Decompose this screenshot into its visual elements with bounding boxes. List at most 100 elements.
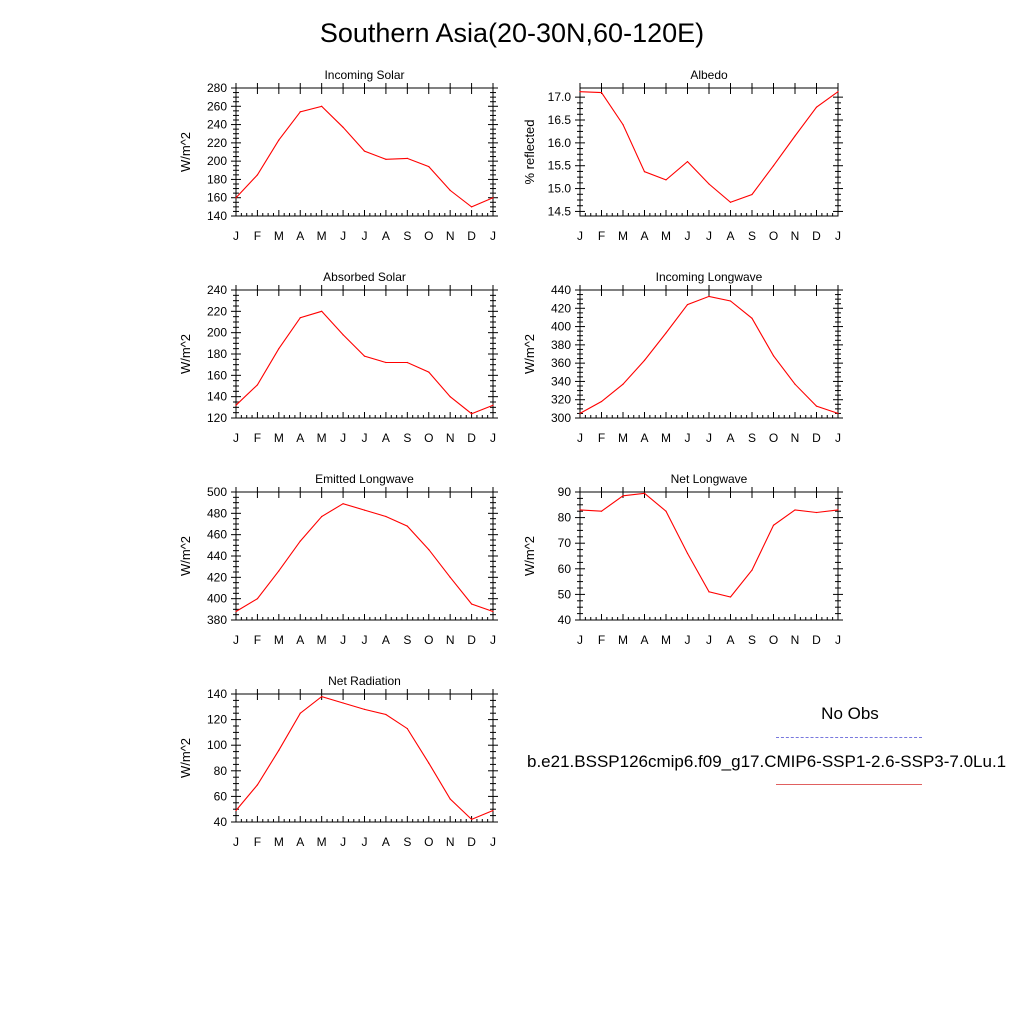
y-tick-label: 120 — [207, 411, 227, 425]
plot-frame — [235, 289, 494, 419]
x-tick-label: O — [769, 229, 778, 243]
data-point — [299, 317, 301, 319]
x-tick-label: J — [706, 431, 712, 445]
x-tick-label: O — [424, 431, 433, 445]
data-point — [278, 139, 280, 141]
chart-title: Incoming Longwave — [656, 270, 763, 284]
data-point — [470, 818, 473, 821]
x-tick-label: J — [577, 431, 583, 445]
y-tick-label: 400 — [207, 592, 227, 606]
data-point — [751, 569, 753, 571]
data-point — [492, 610, 494, 613]
chart-title: Emitted Longwave — [315, 472, 414, 486]
y-tick-label: 200 — [207, 326, 227, 340]
x-tick-label: M — [317, 229, 327, 243]
data-point — [729, 201, 732, 203]
data-point — [665, 332, 667, 334]
data-point — [299, 111, 301, 113]
data-point — [278, 348, 280, 350]
x-tick-label: A — [382, 229, 390, 243]
x-tick-label: J — [685, 431, 691, 445]
data-point — [449, 798, 451, 800]
y-tick-label: 40 — [558, 613, 572, 627]
data-point — [837, 412, 839, 415]
data-point — [794, 509, 796, 511]
y-tick-label: 240 — [207, 283, 227, 297]
y-tick-label: 260 — [207, 99, 227, 113]
page-title: Southern Asia(20-30N,60-120E) — [319, 18, 705, 48]
chart-title: Albedo — [690, 68, 728, 82]
y-axis-label: W/m^2 — [178, 334, 193, 374]
x-tick-label: F — [598, 431, 605, 445]
x-tick-label: J — [835, 229, 841, 243]
x-tick-label: O — [424, 229, 433, 243]
data-point — [751, 193, 753, 196]
data-point — [342, 334, 344, 336]
plot-frame — [579, 289, 839, 419]
x-tick-label: J — [835, 431, 841, 445]
data-point — [256, 174, 259, 176]
x-tick-label: D — [467, 835, 476, 849]
x-tick-label: S — [748, 229, 756, 243]
x-tick-label: J — [490, 633, 496, 647]
x-tick-label: J — [340, 431, 346, 445]
x-tick-label: J — [490, 835, 496, 849]
x-tick-label: J — [362, 431, 368, 445]
x-tick-label: J — [233, 835, 239, 849]
x-tick-label: A — [640, 431, 648, 445]
data-point — [622, 383, 624, 385]
data-point — [492, 197, 494, 199]
x-tick-label: J — [706, 229, 712, 243]
y-tick-label: 320 — [551, 393, 571, 407]
x-tick-label: J — [340, 229, 346, 243]
x-tick-label: M — [618, 633, 628, 647]
data-point — [428, 762, 430, 764]
x-tick-label: D — [467, 431, 476, 445]
series-line — [579, 295, 839, 414]
x-tick-label: F — [598, 229, 605, 243]
data-point — [579, 509, 581, 511]
y-tick-label: 120 — [207, 713, 227, 727]
x-tick-label: A — [726, 431, 734, 445]
y-tick-label: 480 — [207, 506, 227, 520]
y-tick-label: 500 — [207, 485, 227, 499]
x-tick-label: S — [403, 633, 411, 647]
chart-title: Net Longwave — [671, 472, 748, 486]
y-tick-label: 160 — [207, 191, 227, 205]
data-point — [665, 510, 667, 512]
x-tick-label: J — [340, 633, 346, 647]
data-point — [406, 157, 408, 159]
y-tick-label: 380 — [551, 338, 571, 352]
data-point — [363, 509, 366, 511]
y-tick-label: 460 — [207, 528, 227, 542]
data-point — [729, 300, 732, 302]
y-axis-label: W/m^2 — [522, 536, 537, 576]
x-tick-label: J — [577, 229, 583, 243]
x-tick-label: J — [362, 835, 368, 849]
data-point — [406, 727, 408, 730]
x-tick-label: M — [618, 431, 628, 445]
data-point — [794, 135, 796, 137]
data-point — [579, 91, 581, 93]
data-point — [600, 510, 603, 512]
data-point — [815, 511, 818, 514]
x-tick-label: F — [254, 229, 261, 243]
data-point — [235, 404, 237, 406]
x-tick-label: M — [274, 431, 284, 445]
data-point — [235, 610, 237, 613]
y-tick-label: 80 — [214, 764, 228, 778]
data-point — [470, 603, 473, 605]
data-point — [643, 359, 646, 361]
data-point — [729, 596, 732, 598]
y-axis-label: W/m^2 — [178, 132, 193, 172]
data-point — [385, 515, 387, 518]
x-tick-label: M — [661, 633, 671, 647]
x-tick-label: M — [317, 431, 327, 445]
y-tick-label: 16.5 — [548, 113, 572, 127]
data-point — [622, 123, 624, 126]
y-tick-label: 100 — [207, 738, 227, 752]
series-line — [235, 503, 494, 613]
x-tick-label: N — [446, 633, 455, 647]
x-tick-label: S — [748, 633, 756, 647]
